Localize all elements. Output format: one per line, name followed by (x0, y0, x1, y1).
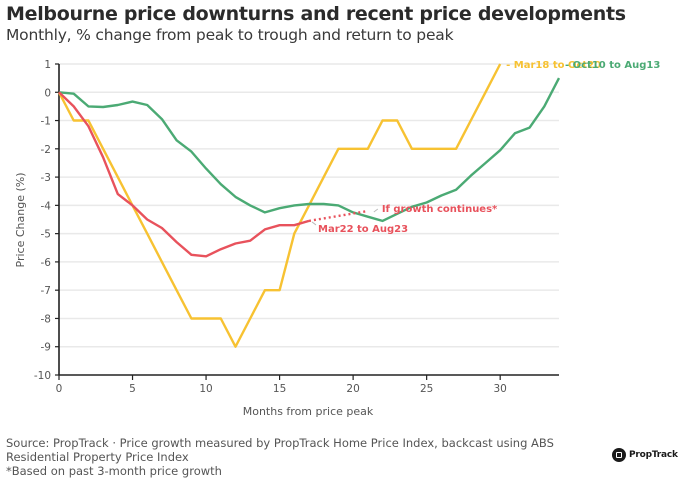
x-tick-label: 15 (273, 383, 286, 395)
y-tick-label: 0 (44, 87, 51, 99)
x-tick-label: 0 (56, 383, 63, 395)
y-tick-label: -6 (41, 257, 52, 269)
x-tick-label: 20 (346, 383, 359, 395)
x-axis-label: Months from price peak (243, 405, 374, 418)
y-tick-label: -1 (41, 116, 51, 128)
series-label: - Oct10 to Aug13 (565, 60, 660, 71)
y-tick-label: 1 (44, 59, 51, 71)
y-tick-label: -9 (41, 342, 51, 354)
label-leader (311, 221, 317, 226)
house-icon (612, 448, 626, 462)
series-label: - Mar18 to Oct20 (506, 60, 601, 71)
y-axis-label: Price Change (%) (14, 173, 27, 268)
chart-title: Melbourne price downturns and recent pri… (6, 3, 626, 25)
gridlines (59, 63, 559, 348)
y-tick-label: -2 (41, 144, 51, 156)
series-lines (57, 63, 561, 348)
proptrack-logo: PropTrack (612, 448, 678, 462)
x-tick-label: 5 (129, 383, 136, 395)
x-tick-label: 30 (493, 383, 506, 395)
source-note-cont: Residential Property Price Index (6, 450, 189, 464)
y-tick-label: -10 (34, 370, 51, 382)
y-tick-label: -8 (41, 313, 51, 325)
axes: 10-1-2-3-4-5-6-7-8-9-100 5 10 15 20 25 30 (34, 59, 559, 395)
logo-text: PropTrack (629, 450, 678, 460)
x-tick-label: 25 (420, 383, 433, 395)
series-line-mar22-to-aug23 (58, 91, 310, 258)
chart-footer: Source: PropTrack · Price growth measure… (6, 436, 554, 478)
series-labels: - Mar18 to Oct20- Oct10 to Aug13 Mar22 to… (311, 60, 660, 235)
x-tick-label: 10 (199, 383, 212, 395)
source-note: Source: PropTrack · Price growth measure… (6, 436, 554, 450)
series-line-oct10-to-aug13 (58, 77, 561, 223)
series-line-if-growth-continues (308, 209, 368, 223)
label-leader (373, 208, 379, 213)
y-tick-label: -3 (41, 172, 51, 184)
y-tick-label: -4 (41, 200, 52, 212)
series-label: If growth continues* (382, 204, 498, 215)
chart-subtitle: Monthly, % change from peak to trough an… (6, 26, 454, 44)
footnote: *Based on past 3-month price growth (6, 464, 222, 478)
y-tick-label: -5 (41, 229, 51, 241)
y-tick-label: -7 (41, 285, 51, 297)
series-label: Mar22 to Aug23 (318, 224, 408, 235)
